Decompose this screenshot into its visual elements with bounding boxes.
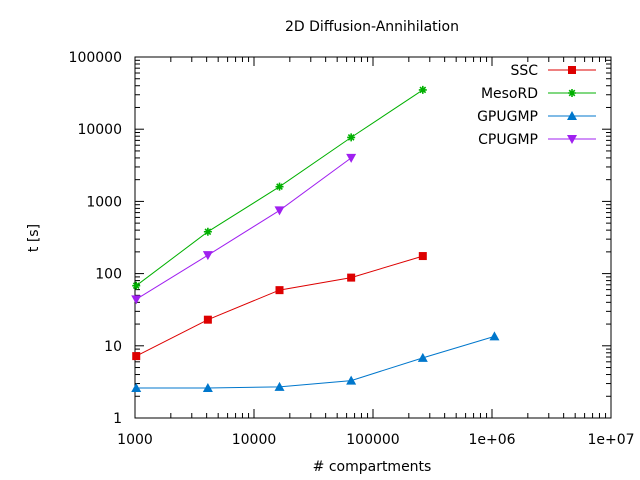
y-tick-label: 1 xyxy=(113,411,122,427)
legend-label: GPUGMP xyxy=(477,109,538,125)
data-point xyxy=(346,375,357,385)
legend-entry: SSC xyxy=(510,63,596,79)
x-tick-label: 1000 xyxy=(117,432,153,448)
data-point xyxy=(274,381,285,391)
legend-label: CPUGMP xyxy=(478,132,538,148)
data-point xyxy=(568,89,576,97)
data-point xyxy=(275,286,284,295)
x-tick-label: 1e+07 xyxy=(587,432,634,448)
data-point xyxy=(346,153,357,163)
y-tick-label: 100000 xyxy=(69,50,122,66)
legend-entry: CPUGMP xyxy=(478,132,596,148)
y-tick-label: 10 xyxy=(104,339,122,355)
data-point xyxy=(131,383,142,393)
series-ssc xyxy=(132,252,427,361)
x-tick-label: 10000 xyxy=(232,432,277,448)
data-point xyxy=(418,85,427,94)
data-point xyxy=(489,331,500,341)
series-cpugmp xyxy=(131,153,357,305)
data-point xyxy=(203,315,212,324)
series-gpugmp xyxy=(131,331,500,393)
data-point xyxy=(132,352,141,361)
legend-entry: GPUGMP xyxy=(477,109,596,125)
axis-ticks xyxy=(134,56,612,419)
data-point xyxy=(568,66,576,74)
y-tick-label: 100 xyxy=(95,267,122,283)
data-point xyxy=(275,182,284,191)
x-tick-label: 1e+06 xyxy=(468,432,515,448)
x-tick-label: 100000 xyxy=(346,432,399,448)
data-point xyxy=(567,111,577,120)
data-point xyxy=(202,251,213,261)
data-point xyxy=(203,227,212,236)
x-tick-labels: 1000 10000 100000 1e+06 1e+07 xyxy=(117,432,634,448)
series-mesord xyxy=(132,85,427,290)
series-line xyxy=(135,157,352,300)
y-tick-label: 1000 xyxy=(86,194,122,210)
data-point xyxy=(347,133,356,142)
data-point xyxy=(274,206,285,216)
x-axis-label: # compartments xyxy=(313,459,432,475)
data-point xyxy=(347,273,356,282)
data-point xyxy=(567,135,577,144)
legend-entry: MesoRD xyxy=(481,86,596,102)
legend-label: SSC xyxy=(510,63,538,79)
y-axis-label: t [s] xyxy=(26,224,42,252)
data-point xyxy=(417,352,428,362)
series-line xyxy=(136,335,495,389)
data-point xyxy=(202,383,213,393)
y-tick-label: 10000 xyxy=(77,122,122,138)
legend-label: MesoRD xyxy=(481,86,538,102)
data-point xyxy=(418,252,427,261)
plot-frame xyxy=(134,56,612,419)
data-series xyxy=(131,85,500,393)
chart-title: 2D Diffusion-Annihilation xyxy=(285,19,459,35)
data-point xyxy=(132,281,141,290)
legend: SSC MesoRD GPUGMP CPUGMP xyxy=(477,63,596,148)
series-line xyxy=(135,255,423,357)
y-tick-labels: 1 10 100 1000 10000 100000 xyxy=(69,50,122,427)
data-point xyxy=(131,295,142,305)
